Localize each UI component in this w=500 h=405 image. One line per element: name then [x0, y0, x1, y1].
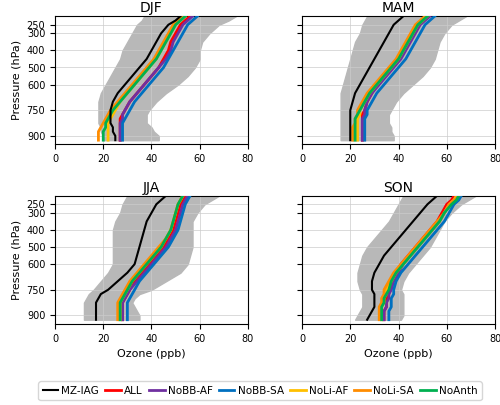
X-axis label: Ozone (ppb): Ozone (ppb) [364, 349, 433, 359]
X-axis label: Ozone (ppb): Ozone (ppb) [117, 349, 186, 359]
Y-axis label: Pressure (hPa): Pressure (hPa) [11, 220, 21, 300]
Title: JJA: JJA [143, 181, 160, 194]
Legend: MZ-IAG, ALL, NoBB-AF, NoBB-SA, NoLi-AF, NoLi-SA, NoAnth: MZ-IAG, ALL, NoBB-AF, NoBB-SA, NoLi-AF, … [38, 382, 482, 400]
Y-axis label: Pressure (hPa): Pressure (hPa) [11, 40, 21, 120]
Title: DJF: DJF [140, 1, 163, 15]
Title: MAM: MAM [382, 1, 416, 15]
Title: SON: SON [384, 181, 414, 194]
